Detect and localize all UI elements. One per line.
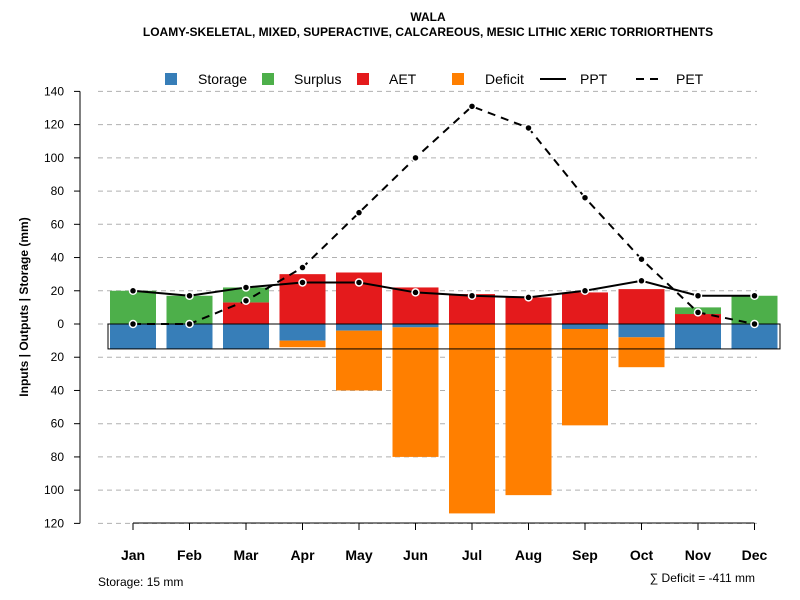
y-tick-label: 120 [44,118,64,132]
deficit-bar [618,337,665,368]
aet-bar [675,314,721,324]
ppt-point [580,286,590,296]
legend-label-pet: PET [676,71,704,87]
storage-bar [336,324,382,331]
legend-swatch-storage [165,73,177,85]
aet-bar [223,302,269,324]
x-tick-label: Jan [121,547,145,563]
deficit-bar [449,324,495,514]
deficit-bar [392,327,439,457]
chart-legend: Storage Surplus AET Deficit PPT PET [165,71,704,87]
pet-point [241,296,251,305]
pet-point [354,208,364,217]
surplus-bar [223,287,269,303]
ppt-point [298,278,307,287]
storage-annotation: Storage: 15 mm [98,575,183,589]
x-tick-label: Aug [515,547,542,563]
ppt-point [128,286,138,296]
storage-bar [675,324,721,349]
x-tick-label: Jun [403,547,428,563]
y-tick-label: 60 [51,217,65,231]
y-tick-label: 120 [44,516,64,530]
aet-bar [618,289,665,324]
x-axis: Jan Feb Mar Apr May Jun Jul Aug Sep Oct Nov Dec [121,522,768,563]
x-tick-label: Sep [572,547,598,563]
storage-capacity-box [107,323,781,350]
deficit-bar [505,324,552,496]
x-tick-label: Feb [177,547,202,563]
pet-point [637,254,646,264]
x-tick-label: Nov [685,547,712,563]
pet-point [185,319,194,329]
storage-bar [279,324,326,341]
x-tick-label: Jul [462,547,482,563]
y-tick-label: 0 [57,317,64,331]
y-tick-label: 100 [44,151,64,165]
x-tick-label: Oct [630,547,654,563]
y-tick-label: 40 [51,251,65,265]
ppt-point [637,276,646,286]
y-tick-label: 140 [44,84,64,98]
pet-point [693,308,703,317]
legend-swatch-aet [357,73,369,85]
x-tick-label: May [345,547,372,563]
y-tick-label: 60 [51,417,65,431]
x-tick-label: Mar [234,547,259,563]
y-axis-label: Inputs | Outputs | Storage (mm) [17,217,31,396]
legend-label-deficit: Deficit [485,71,524,87]
y-tick-label: 80 [51,184,65,198]
surplus-bar [110,290,156,324]
pet-point [128,319,138,329]
deficit-bar [336,330,382,391]
legend-swatch-deficit [452,73,464,85]
deficit-bar [279,340,326,348]
pet-line [133,105,755,325]
aet-bar [562,292,608,324]
x-tick-label: Apr [290,547,315,563]
y-tick-label: 80 [51,450,65,464]
chart-bars [107,272,781,514]
storage-bar [618,324,665,338]
chart-lines [128,102,759,329]
deficit-annotation: ∑ Deficit = -411 mm [650,571,755,585]
ppt-point [185,291,194,301]
pet-point [580,193,590,202]
legend-label-storage: Storage [198,71,247,87]
deficit-bar [562,328,608,426]
ppt-point [354,278,364,287]
pet-point [467,102,477,111]
pet-point [298,263,307,272]
legend-label-surplus: Surplus [294,71,341,87]
storage-bar [223,324,269,349]
y-tick-label: 20 [51,350,65,364]
y-tick-label: 40 [51,383,65,397]
ppt-point [750,291,759,301]
ppt-line [132,279,755,299]
pet-point [524,123,533,133]
chart-title: WALA [410,10,446,24]
ppt-point [241,283,251,292]
pet-point [750,319,759,329]
y-axis: 140 120 100 80 60 40 20 0 20 40 60 80 100 120 [44,84,81,530]
surplus-bar [731,295,778,324]
storage-bar [392,324,439,328]
ppt-point [693,291,703,301]
legend-label-ppt: PPT [580,71,608,87]
legend-label-aet: AET [389,71,417,87]
y-tick-label: 100 [44,483,64,497]
pet-point [411,153,420,163]
ppt-point [411,288,420,297]
chart-subtitle: LOAMY-SKELETAL, MIXED, SUPERACTIVE, CALC… [143,25,713,39]
storage-bar [562,324,608,329]
surplus-bar [166,295,213,324]
ppt-point [467,291,477,301]
legend-swatch-surplus [262,73,274,85]
y-tick-label: 20 [51,284,65,298]
aet-bar [505,297,552,324]
ppt-point [524,293,533,302]
x-tick-label: Dec [742,547,768,563]
